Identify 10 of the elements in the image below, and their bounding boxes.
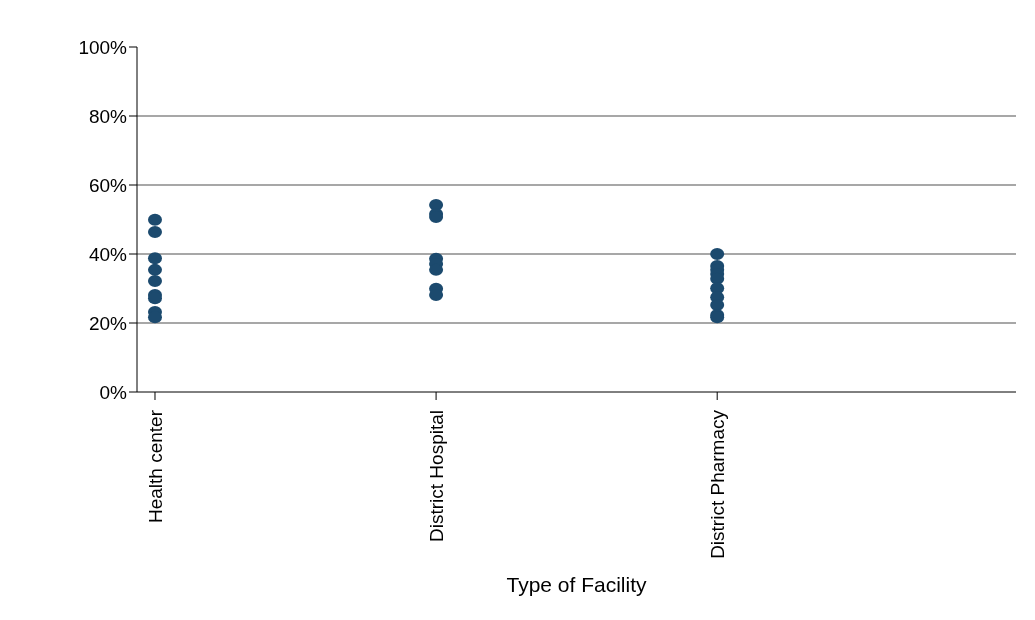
- x-tick-label: District Pharmacy: [707, 409, 729, 559]
- y-tick-label: 80%: [88, 105, 128, 127]
- y-tick-label: 60%: [88, 174, 128, 196]
- x-tick-label: District Hospital: [426, 410, 448, 542]
- y-tick-label: 100%: [78, 36, 128, 58]
- y-tick-label: 40%: [88, 243, 128, 265]
- x-axis-title: Type of Facility: [506, 573, 648, 596]
- y-tick-label: 20%: [88, 312, 128, 334]
- x-tick-label: Health center: [144, 409, 166, 524]
- y-tick-label: 0%: [99, 381, 128, 403]
